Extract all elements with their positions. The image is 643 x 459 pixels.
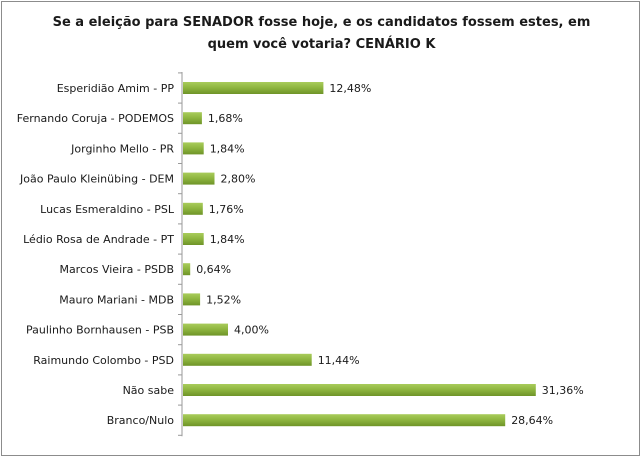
category-label: Jorginho Mello - PR	[70, 142, 174, 155]
data-label: 2,80%	[221, 173, 256, 186]
bar	[183, 353, 312, 366]
bar	[183, 112, 202, 125]
data-label: 1,84%	[210, 233, 245, 246]
category-label: Branco/Nulo	[107, 414, 175, 427]
bar	[183, 263, 191, 276]
data-label: 1,76%	[209, 203, 244, 216]
category-label: Lédio Rosa de Andrade - PT	[23, 233, 174, 246]
category-label: Não sabe	[123, 384, 175, 397]
data-label: 12,48%	[329, 82, 371, 95]
data-label: 4,00%	[234, 324, 269, 337]
data-label: 31,36%	[542, 384, 584, 397]
category-label: Paulinho Bornhausen - PSB	[26, 324, 174, 337]
data-label: 0,64%	[196, 263, 231, 276]
bar	[183, 202, 203, 215]
category-label: Marcos Vieira - PSDB	[59, 263, 174, 276]
chart-title-line-2: quem você votaria? CENÁRIO K	[207, 37, 436, 52]
category-label: Esperidião Amim - PP	[57, 82, 175, 95]
category-label: Mauro Mariani - MDB	[59, 293, 174, 306]
bar	[183, 172, 215, 185]
bar	[183, 142, 204, 155]
data-label: 1,68%	[208, 112, 243, 125]
data-label: 1,52%	[206, 293, 241, 306]
data-label: 28,64%	[511, 414, 553, 427]
data-label: 11,44%	[318, 354, 360, 367]
bar	[183, 414, 506, 427]
category-label: Fernando Coruja - PODEMOS	[17, 112, 174, 125]
data-label: 1,84%	[210, 142, 245, 155]
category-label: Raimundo Colombo - PSD	[33, 354, 174, 367]
category-label: João Paulo Kleinübing - DEM	[19, 173, 174, 186]
bar	[183, 293, 201, 306]
chart-title-line-1: Se a eleição para SENADOR fosse hoje, e …	[52, 15, 591, 30]
bar	[183, 233, 204, 245]
chart-title: Se a eleição para SENADOR fosse hoje, e …	[2, 12, 641, 56]
category-label: Lucas Esmeraldino - PSL	[40, 203, 175, 216]
bar	[183, 384, 536, 396]
bar	[183, 82, 324, 94]
bar	[183, 323, 228, 336]
